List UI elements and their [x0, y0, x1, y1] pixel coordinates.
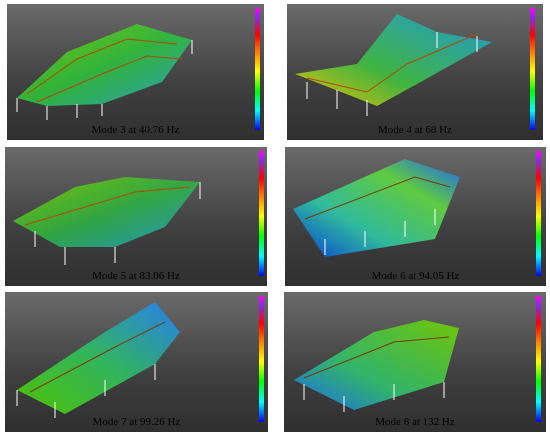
mode-8-panel: Mode 8 at 132 Hz: [284, 292, 546, 432]
color-scale-bar: [259, 296, 264, 422]
mode-6-mesh: [293, 159, 460, 257]
mode-3-mesh: [16, 24, 193, 120]
mode-4-mesh: [295, 14, 492, 116]
mode-7-mesh: [16, 302, 180, 418]
mode-8-mesh: [294, 320, 459, 412]
mode-6-panel: Mode 6 at 94.05 Hz: [285, 147, 546, 286]
mode-7-panel: Mode 7 at 99.26 Hz: [5, 292, 268, 432]
color-scale-bar: [530, 8, 535, 130]
mode-3-panel: Mode 3 at 40.76 Hz: [7, 4, 264, 140]
mode-caption: Mode 4 at 68 Hz: [378, 124, 452, 136]
color-scale-bar: [259, 151, 264, 276]
mode-caption: Mode 7 at 99.26 Hz: [92, 416, 181, 428]
mode-caption: Mode 8 at 132 Hz: [375, 416, 455, 428]
color-scale-bar: [536, 151, 541, 276]
color-scale-bar: [255, 8, 260, 130]
mode-5-mesh: [13, 177, 201, 265]
mode-caption: Mode 3 at 40.76 Hz: [91, 124, 180, 136]
color-scale-bar: [536, 296, 541, 422]
mode-caption: Mode 6 at 94.05 Hz: [371, 270, 460, 282]
mode-caption: Mode 5 at 83.06 Hz: [92, 270, 180, 282]
mode-4-panel: Mode 4 at 68 Hz: [287, 4, 543, 140]
mode-5-panel: Mode 5 at 83.06 Hz: [5, 147, 267, 286]
